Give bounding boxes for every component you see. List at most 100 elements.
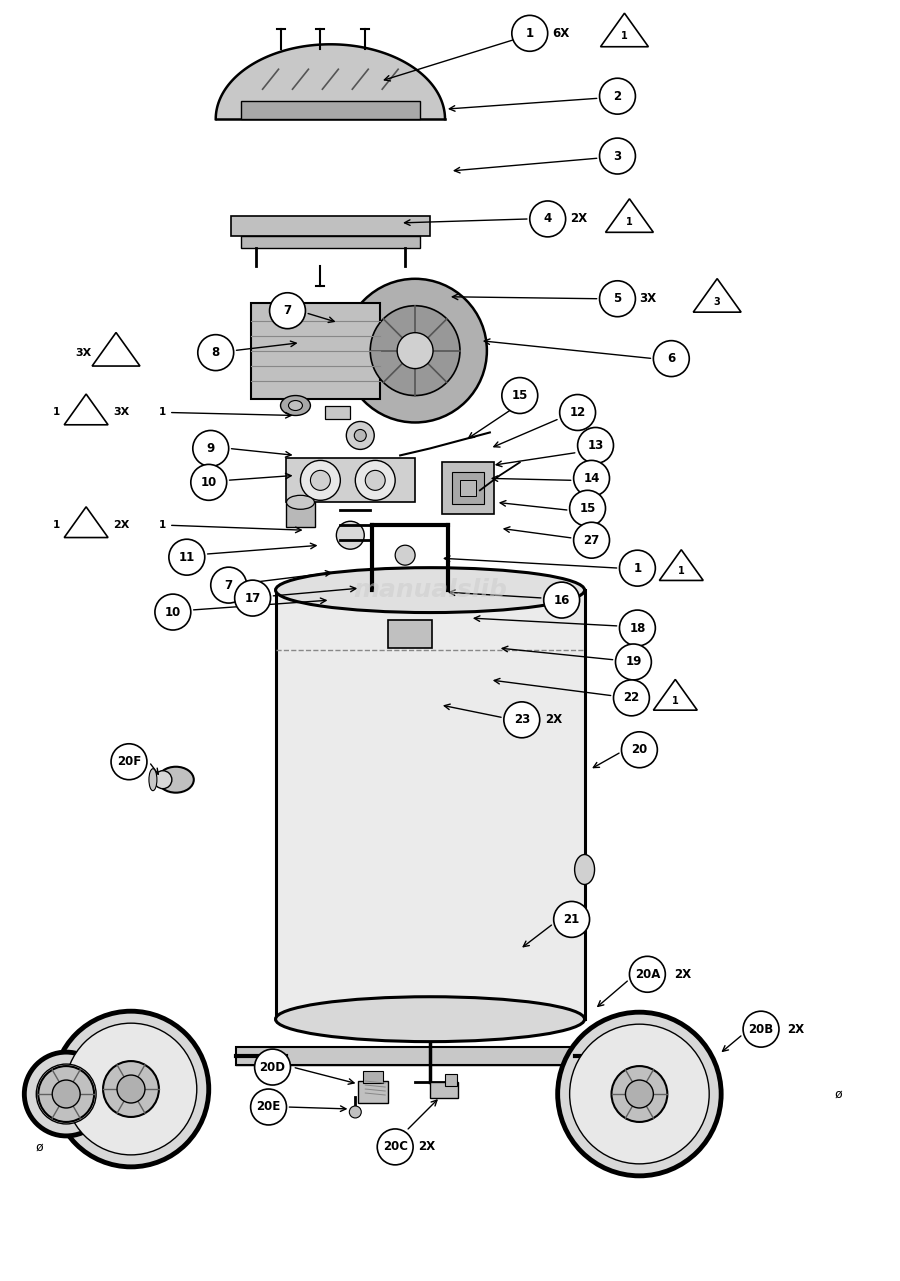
Circle shape	[310, 470, 330, 491]
Text: 27: 27	[583, 534, 599, 547]
Bar	[452, 473, 484, 505]
Circle shape	[397, 333, 433, 369]
Text: 3: 3	[614, 150, 622, 163]
Circle shape	[193, 430, 229, 466]
Text: 1: 1	[159, 520, 166, 530]
Circle shape	[155, 594, 191, 630]
Circle shape	[502, 378, 537, 414]
Text: 20F: 20F	[117, 756, 141, 769]
Circle shape	[560, 395, 596, 430]
Circle shape	[52, 1080, 80, 1108]
Circle shape	[578, 428, 614, 464]
Text: 7: 7	[225, 579, 233, 592]
Ellipse shape	[275, 997, 585, 1041]
Ellipse shape	[275, 567, 585, 612]
Circle shape	[619, 610, 655, 646]
Ellipse shape	[154, 771, 172, 789]
Text: 10: 10	[201, 475, 217, 489]
Bar	[430, 1082, 458, 1098]
Text: 15: 15	[511, 389, 528, 402]
Circle shape	[370, 306, 460, 396]
Circle shape	[616, 644, 652, 680]
Bar	[358, 1081, 388, 1103]
Text: 1: 1	[672, 696, 679, 706]
Text: 22: 22	[624, 692, 640, 705]
Text: 20A: 20A	[634, 967, 660, 981]
Circle shape	[599, 281, 635, 316]
Text: 11: 11	[179, 551, 195, 564]
Bar	[240, 236, 420, 247]
Circle shape	[355, 429, 366, 442]
Text: 20C: 20C	[382, 1140, 408, 1153]
Ellipse shape	[281, 396, 310, 415]
Circle shape	[504, 702, 540, 738]
Text: 17: 17	[245, 592, 261, 605]
Bar	[285, 502, 315, 528]
Text: 13: 13	[588, 439, 604, 452]
Circle shape	[346, 421, 374, 450]
Text: 1: 1	[621, 31, 628, 41]
Circle shape	[395, 546, 415, 565]
Text: 2X: 2X	[113, 520, 130, 530]
Circle shape	[255, 1049, 291, 1085]
Text: 4: 4	[544, 213, 552, 225]
Circle shape	[24, 1052, 108, 1136]
Circle shape	[349, 1106, 361, 1118]
Circle shape	[211, 567, 247, 603]
Circle shape	[599, 138, 635, 174]
Text: 1: 1	[52, 407, 59, 418]
Text: 1: 1	[678, 566, 685, 576]
Ellipse shape	[158, 767, 194, 793]
Text: 20E: 20E	[256, 1100, 281, 1113]
Circle shape	[544, 582, 580, 617]
Bar	[275, 591, 585, 1020]
Circle shape	[65, 1024, 197, 1155]
Text: 18: 18	[629, 621, 645, 634]
Circle shape	[573, 523, 609, 559]
Circle shape	[250, 1089, 286, 1125]
Circle shape	[619, 551, 655, 587]
Circle shape	[512, 15, 548, 51]
Circle shape	[614, 680, 650, 716]
Bar	[240, 101, 420, 119]
Text: 21: 21	[563, 913, 580, 926]
Circle shape	[36, 1065, 96, 1123]
Polygon shape	[216, 45, 445, 119]
Circle shape	[337, 521, 365, 550]
Bar	[442, 462, 494, 514]
Ellipse shape	[148, 769, 157, 790]
Text: 6: 6	[667, 352, 675, 365]
Text: 19: 19	[626, 656, 642, 669]
Text: 10: 10	[165, 606, 181, 619]
Text: 2X: 2X	[787, 1022, 804, 1035]
Circle shape	[558, 1012, 721, 1176]
Circle shape	[377, 1129, 413, 1164]
Circle shape	[743, 1011, 779, 1047]
Text: ø: ø	[35, 1140, 43, 1153]
Text: 23: 23	[514, 714, 530, 726]
Text: manualslib: manualslib	[353, 578, 507, 602]
Text: 1: 1	[526, 27, 534, 40]
Text: 2X: 2X	[418, 1140, 436, 1153]
Circle shape	[611, 1066, 667, 1122]
Bar	[460, 480, 476, 496]
Circle shape	[270, 293, 305, 329]
Circle shape	[235, 580, 271, 616]
Circle shape	[198, 334, 234, 370]
Text: 3: 3	[714, 297, 721, 306]
Circle shape	[301, 460, 340, 501]
Text: 20B: 20B	[749, 1022, 774, 1035]
Circle shape	[169, 539, 205, 575]
Ellipse shape	[574, 854, 595, 884]
Circle shape	[39, 1066, 94, 1122]
Bar	[230, 216, 430, 236]
Bar	[285, 459, 415, 502]
Text: 2X: 2X	[544, 714, 562, 726]
Text: 9: 9	[207, 442, 215, 455]
Circle shape	[626, 1080, 653, 1108]
Circle shape	[111, 744, 147, 780]
Circle shape	[365, 470, 385, 491]
Text: 3X: 3X	[75, 347, 91, 357]
Circle shape	[53, 1011, 209, 1167]
Circle shape	[554, 902, 590, 938]
